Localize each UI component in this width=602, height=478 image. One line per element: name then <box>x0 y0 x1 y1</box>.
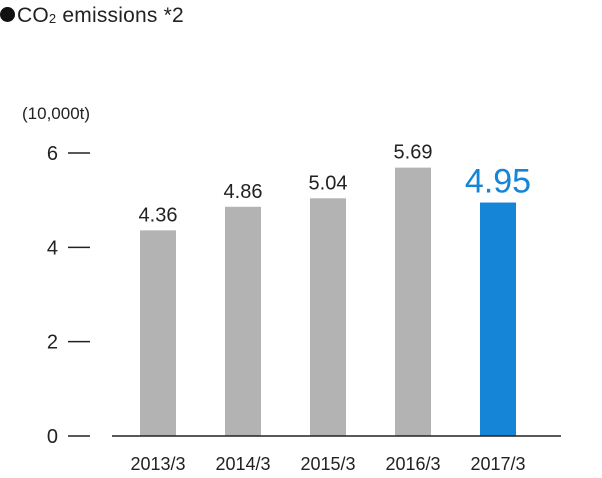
bar <box>140 230 176 436</box>
bar <box>225 206 261 436</box>
x-axis: 2013/3 2014/3 2015/3 2016/3 2017/3 <box>130 454 525 474</box>
y-axis: 0 2 4 6 <box>47 143 90 448</box>
bar-value-label: 4.36 <box>139 204 178 226</box>
title-prefix: CO <box>17 4 49 27</box>
title-subscript: 2 <box>48 11 57 26</box>
y-axis-unit-label: (10,000t) <box>22 104 90 123</box>
bar-value-label: 4.95 <box>465 163 531 201</box>
bar <box>395 167 431 436</box>
y-tick-label: 0 <box>47 426 58 448</box>
y-tick-label: 4 <box>47 237 58 259</box>
bar-series: 4.36 4.86 5.04 5.69 4.95 <box>139 142 531 436</box>
y-tick-label: 6 <box>47 143 58 165</box>
y-tick-label: 2 <box>47 332 58 354</box>
bar-value-label: 5.04 <box>309 172 348 194</box>
bullet-icon <box>0 7 15 22</box>
x-tick-label: 2015/3 <box>300 454 355 474</box>
x-tick-label: 2013/3 <box>130 454 185 474</box>
bar-value-label: 4.86 <box>224 181 263 203</box>
x-tick-label: 2016/3 <box>385 454 440 474</box>
x-tick-label: 2014/3 <box>215 454 270 474</box>
title-suffix: emissions *2 <box>56 4 184 27</box>
bar <box>480 202 516 436</box>
chart-title: CO2 emissions *2 <box>0 4 184 28</box>
x-tick-label: 2017/3 <box>470 454 525 474</box>
bar <box>310 198 346 436</box>
bar-value-label: 5.69 <box>394 142 433 164</box>
